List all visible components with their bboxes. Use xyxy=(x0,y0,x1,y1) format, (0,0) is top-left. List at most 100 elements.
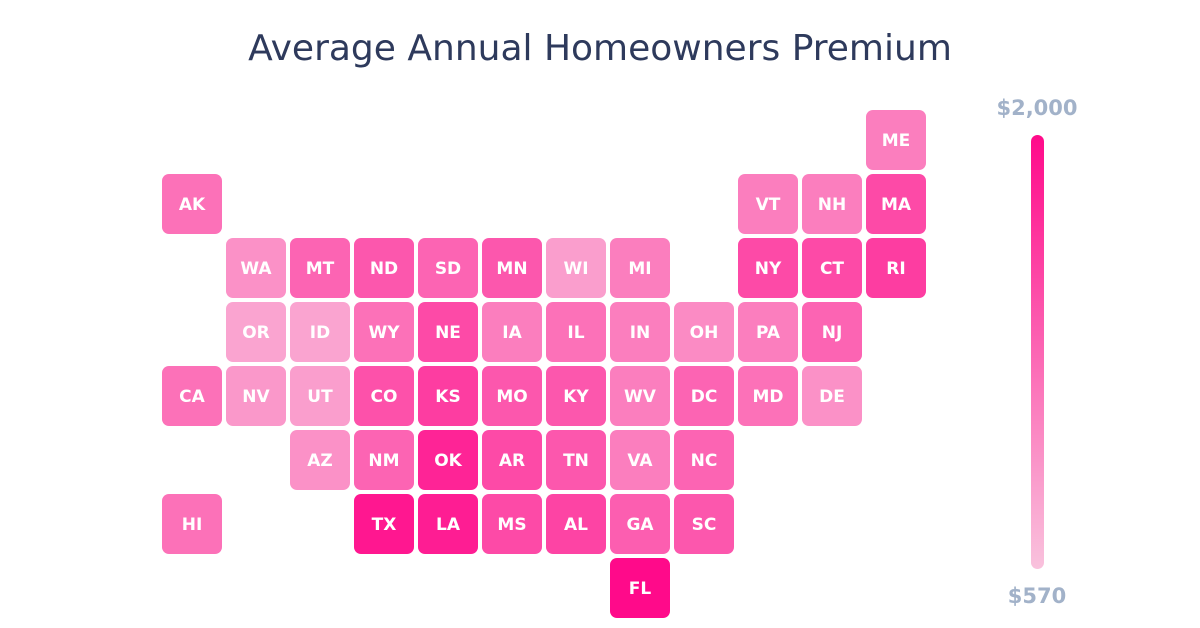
state-label: CT xyxy=(820,259,844,279)
state-label: ME xyxy=(882,131,911,151)
state-label: FL xyxy=(629,579,652,599)
state-label: DC xyxy=(691,387,718,407)
state-label: WA xyxy=(240,259,272,279)
state-tile xyxy=(354,302,414,362)
state-tile xyxy=(162,494,222,554)
state-tile xyxy=(802,366,862,426)
state-tile xyxy=(546,302,606,362)
state-label: TX xyxy=(372,515,397,535)
state-tile xyxy=(354,494,414,554)
state-label: MS xyxy=(497,515,526,535)
state-tile xyxy=(162,174,222,234)
state-tile xyxy=(482,302,542,362)
state-tile xyxy=(290,430,350,490)
state-label: OH xyxy=(690,323,719,343)
state-label: MI xyxy=(628,259,651,279)
state-tile xyxy=(546,430,606,490)
state-label: LA xyxy=(436,515,461,535)
state-label: MA xyxy=(881,195,912,215)
state-label: NY xyxy=(755,259,782,279)
state-label: TN xyxy=(563,451,589,471)
state-label: OR xyxy=(242,323,270,343)
state-tile xyxy=(866,110,926,170)
state-label: NV xyxy=(242,387,270,407)
state-label: SC xyxy=(692,515,717,535)
state-label: KS xyxy=(435,387,460,407)
state-tile xyxy=(610,366,670,426)
state-label: AL xyxy=(564,515,588,535)
state-label: IL xyxy=(567,323,584,343)
state-tile xyxy=(226,366,286,426)
state-tile xyxy=(738,366,798,426)
state-tile xyxy=(610,494,670,554)
state-tile xyxy=(738,238,798,298)
legend-bar xyxy=(1031,135,1044,569)
state-label: CA xyxy=(179,387,205,407)
legend-label: $570 xyxy=(1008,584,1066,608)
legend-label: $2,000 xyxy=(996,96,1077,120)
state-tile xyxy=(866,174,926,234)
state-label: RI xyxy=(886,259,905,279)
state-label: IN xyxy=(630,323,651,343)
state-tile xyxy=(482,430,542,490)
chart-title: Average Annual Homeowners Premium xyxy=(248,28,952,69)
state-label: KY xyxy=(563,387,589,407)
state-label: NM xyxy=(368,451,399,471)
state-tile xyxy=(674,430,734,490)
state-tile xyxy=(418,494,478,554)
state-label: AR xyxy=(499,451,525,471)
state-tile xyxy=(290,366,350,426)
state-tile xyxy=(482,494,542,554)
state-label: UT xyxy=(307,387,333,407)
state-tile xyxy=(802,302,862,362)
state-tile xyxy=(674,366,734,426)
state-label: OK xyxy=(434,451,462,471)
state-tile xyxy=(610,558,670,618)
state-label: IA xyxy=(502,323,522,343)
state-label: VT xyxy=(756,195,781,215)
state-tile xyxy=(610,302,670,362)
state-label: WV xyxy=(624,387,657,407)
state-label: AK xyxy=(179,195,206,215)
state-tile xyxy=(354,238,414,298)
state-label: HI xyxy=(182,515,203,535)
state-tile xyxy=(674,302,734,362)
state-label: MO xyxy=(496,387,527,407)
state-tile xyxy=(418,366,478,426)
state-label: NJ xyxy=(822,323,843,343)
state-tile xyxy=(226,302,286,362)
state-tile xyxy=(610,430,670,490)
state-label: NC xyxy=(691,451,718,471)
state-tile xyxy=(802,174,862,234)
state-tile xyxy=(290,238,350,298)
state-label: AZ xyxy=(307,451,332,471)
state-tile xyxy=(738,302,798,362)
state-tile xyxy=(738,174,798,234)
state-label: NH xyxy=(818,195,846,215)
state-label: MD xyxy=(752,387,783,407)
state-label: GA xyxy=(626,515,654,535)
state-label: PA xyxy=(756,323,781,343)
state-label: WY xyxy=(368,323,400,343)
state-tile xyxy=(418,430,478,490)
state-tile xyxy=(354,366,414,426)
state-label: NE xyxy=(435,323,461,343)
state-tile xyxy=(546,238,606,298)
state-tile xyxy=(482,366,542,426)
state-tile xyxy=(226,238,286,298)
state-label: CO xyxy=(371,387,398,407)
state-tile xyxy=(674,494,734,554)
state-label: VA xyxy=(627,451,653,471)
state-label: WI xyxy=(563,259,588,279)
state-tile xyxy=(482,238,542,298)
state-tile xyxy=(418,302,478,362)
state-label: DE xyxy=(819,387,845,407)
state-tile xyxy=(610,238,670,298)
state-tile xyxy=(546,494,606,554)
state-label: MN xyxy=(496,259,527,279)
state-label: MT xyxy=(306,259,335,279)
state-label: ND xyxy=(370,259,398,279)
state-tile xyxy=(290,302,350,362)
